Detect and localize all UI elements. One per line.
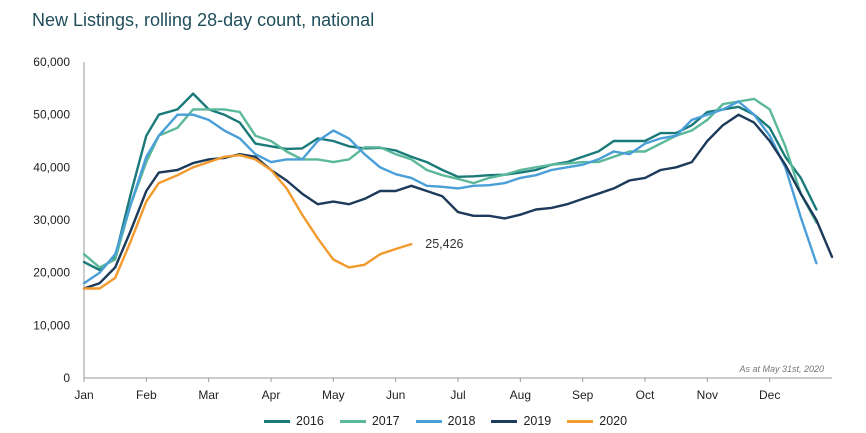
legend-label: 2019	[523, 414, 552, 428]
legend-swatch	[491, 419, 518, 423]
x-tick-label: Jul	[450, 388, 465, 402]
series-line-2019	[82, 113, 834, 290]
x-tick-label: Jan	[74, 388, 93, 402]
x-tick-label: Nov	[697, 388, 718, 402]
x-tick-label: Mar	[198, 388, 219, 402]
x-tick-label: Feb	[136, 388, 157, 402]
series-line-2017	[82, 97, 818, 269]
y-tick-label: 30,000	[33, 213, 70, 227]
legend-item-2020: 2020	[567, 414, 627, 428]
y-tick-label: 60,000	[33, 55, 70, 69]
chart-title: New Listings, rolling 28-day count, nati…	[32, 10, 375, 30]
legend-swatch	[264, 419, 290, 423]
y-tick-label: 40,000	[33, 160, 70, 174]
y-tick-label: 0	[63, 371, 70, 385]
y-tick-label: 50,000	[33, 108, 70, 122]
x-tick-label: Sep	[572, 388, 594, 402]
legend-swatch	[415, 419, 442, 423]
x-tick-label: Apr	[262, 388, 281, 402]
legend-label: 2018	[447, 414, 476, 428]
legend-swatch	[339, 419, 366, 423]
x-tick-label: Dec	[759, 388, 780, 402]
y-axis: 0 10,000 20,000 30,000 40,000 50,000 60,000	[33, 55, 85, 385]
legend-label: 2016	[296, 414, 324, 428]
x-axis: Jan Feb Mar Apr May Jun Jul Aug Sep Oct Nov Dec	[74, 377, 832, 402]
legend-item-2017: 2017	[339, 414, 400, 428]
legend-label: 2020	[599, 414, 628, 428]
x-tick-label: May	[322, 388, 345, 402]
end-value-label: 25,426	[425, 237, 463, 251]
legend-item-2018: 2018	[415, 414, 476, 428]
legend: 2016 2017 2018 2019 2020	[264, 414, 627, 428]
legend-label: 2017	[371, 414, 400, 428]
series-line-2016	[82, 92, 818, 272]
series-line-2020	[82, 153, 413, 290]
legend-swatch	[567, 419, 594, 423]
date-note: As at May 31st, 2020	[738, 364, 824, 374]
y-tick-label: 10,000	[33, 318, 70, 332]
y-tick-label: 20,000	[33, 266, 70, 280]
legend-item-2019: 2019	[491, 414, 551, 428]
legend-item-2016: 2016	[264, 414, 324, 428]
x-tick-label: Oct	[636, 388, 655, 402]
series-line-2018	[82, 100, 818, 285]
x-tick-label: Aug	[510, 388, 531, 402]
x-tick-label: Jun	[386, 388, 405, 402]
series-layer	[82, 92, 834, 290]
